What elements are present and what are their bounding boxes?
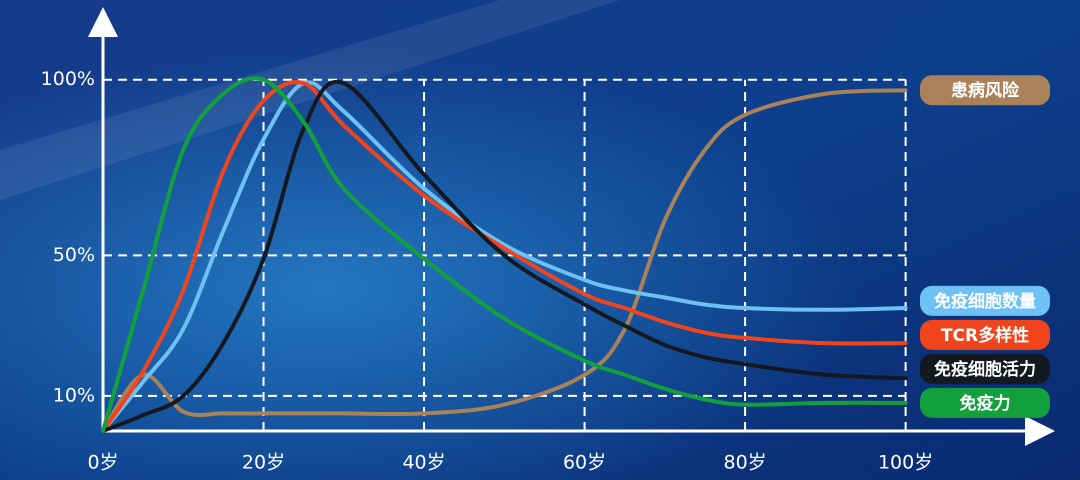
x-tick-label: 80岁: [723, 452, 766, 474]
legend-label: 免疫细胞数量: [934, 291, 1036, 312]
legend-label: TCR多样性: [941, 325, 1029, 346]
legend-swatch: [920, 75, 1050, 106]
x-tick-label: 0岁: [87, 452, 118, 474]
legend-label: 患病风险: [951, 80, 1020, 101]
series-line: [101, 88, 908, 433]
series-line: [101, 80, 908, 433]
legend-label: 免疫细胞活力: [934, 359, 1036, 380]
series-line: [101, 80, 908, 433]
x-tick-label: 40岁: [402, 452, 445, 474]
y-tick-label: 50%: [53, 244, 95, 266]
series-line: [101, 79, 908, 433]
x-tick-label: 60岁: [563, 452, 606, 474]
background-streak: [0, 0, 620, 200]
x-tick-label: 20岁: [242, 452, 285, 474]
legend-swatch: [920, 285, 1050, 316]
legend-swatch: [920, 353, 1050, 384]
y-tick-label: 100%: [41, 68, 95, 90]
legend-swatch: [920, 319, 1050, 350]
x-tick-label: 100岁: [878, 452, 933, 474]
y-tick-label: 10%: [53, 384, 95, 406]
series-line: [101, 76, 908, 433]
legend-swatch: [920, 387, 1050, 418]
legend-label: 免疫力: [960, 393, 1011, 414]
